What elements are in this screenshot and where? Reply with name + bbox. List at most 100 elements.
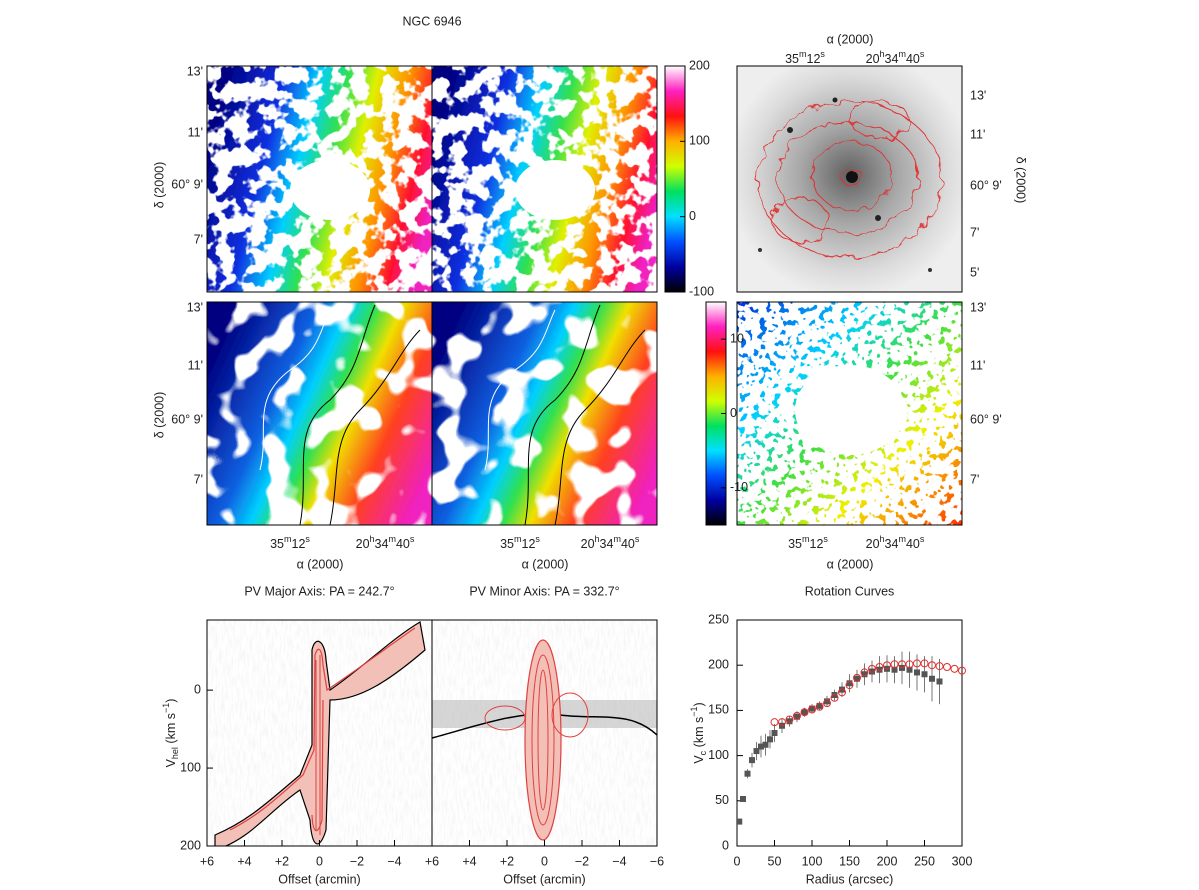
dec-tick-label: 60° 9' [970,412,1002,426]
velocity-map-1 [207,66,432,292]
x-tick-label: +2 [275,854,289,868]
data-point [906,666,913,673]
data-point [785,715,794,724]
dec-tick-label: 7' [970,472,979,486]
text-part: s [305,534,310,544]
dec-tick-label: 13' [970,300,986,314]
text-part: c [698,750,708,755]
x-tick-label: −4 [387,854,401,868]
y-tick-label: 100 [689,134,710,148]
x-axis-label: Offset (arcmin) [503,872,585,886]
dec-tick-label: 5' [970,265,979,279]
residual-map [737,302,962,525]
text-part: 34 [885,537,899,551]
data-point [771,730,778,736]
data-point [740,795,746,802]
y-tick-label: -100 [689,284,714,298]
x-tick-label: +4 [237,854,251,868]
text-part: m [284,534,292,544]
data-point [758,743,764,750]
x-tick-label: 250 [914,854,935,868]
text-part: 20 [866,52,880,66]
chart-title: PV Minor Axis: PA = 332.7° [469,584,619,598]
text-part: s [823,534,828,544]
x-tick-label: 0 [734,854,741,868]
chart-title: PV Major Axis: PA = 242.7° [244,584,394,598]
text-part: 20 [356,537,370,551]
ra-tick-label: 35m12s [270,534,310,551]
text-part: (km s [692,717,706,751]
text-part: m [802,534,810,544]
y-tick-label: 0 [722,838,729,852]
data-point [762,741,769,748]
text-part: s [920,534,925,544]
text-part: −1 [689,707,699,717]
ra-axis-label: α (2000) [827,32,874,46]
text-part: V [692,755,706,764]
x-tick-label: −2 [350,854,364,868]
data-point [839,686,845,693]
text-part: 20 [866,537,880,551]
data-point [815,702,824,711]
text-part: h [595,534,600,544]
data-point [876,666,883,673]
ra-tick-label: 35m12s [500,534,540,551]
model-velocity-map-2 [432,302,657,525]
x-axis-label: Radius (arcsec) [806,872,894,886]
text-part: (km s [164,713,178,747]
data-point [778,718,786,727]
dec-tick-label: 13' [187,300,203,314]
data-point [830,693,839,702]
x-tick-label: 0 [541,854,548,868]
data-point [875,663,884,672]
model-velocity-map-1 [207,302,432,525]
dec-tick-label: 60° 9' [171,412,203,426]
text-part: s [820,49,825,59]
text-part: ) [164,699,178,703]
data-point [936,678,943,685]
y-tick-label: 0 [689,209,696,223]
text-part: h [880,534,885,544]
ra-axis-label: α (2000) [827,557,874,571]
text-part: 40 [906,52,920,66]
text-part: 35 [785,52,799,66]
text-part: m [799,49,807,59]
text-part: 12 [292,537,306,551]
ra-tick-label: 20h34m40s [581,534,640,551]
dec-axis-label: δ (2000) [152,162,166,209]
ra-axis-label: α (2000) [522,557,569,571]
x-tick-label: +2 [500,854,514,868]
x-tick-label: 200 [877,854,898,868]
x-tick-label: 100 [802,854,823,868]
data-point [860,668,869,677]
data-point [845,681,854,690]
data-point [786,718,793,725]
pv-major-image [207,620,432,846]
text-part: 34 [375,537,389,551]
x-tick-label: +4 [462,854,476,868]
text-part: s [635,534,640,544]
data-point [928,661,936,670]
data-point [935,662,944,671]
y-tick-label: 100 [708,748,729,762]
text-part: s [920,49,925,59]
text-part: h [880,49,885,59]
panel-frames [206,65,963,847]
text-part: h [370,534,375,544]
dec-tick-label: 11' [188,125,203,139]
velocity-map-2 [432,66,657,292]
x-tick-label: 50 [768,854,782,868]
ra-tick-label: 35m12s [785,49,825,66]
text-part: 40 [621,537,635,551]
text-part: 20 [581,537,595,551]
text-part: 12 [807,52,821,66]
text-part: −1 [161,703,171,713]
y-tick-label: -10 [730,480,748,494]
y-tick-label: 0 [730,406,737,420]
text-part: ) [692,702,706,706]
dec-tick-label: 7' [194,472,203,486]
data-point [958,666,966,675]
data-point [891,666,898,673]
ra-tick-label: 35m12s [788,534,828,551]
